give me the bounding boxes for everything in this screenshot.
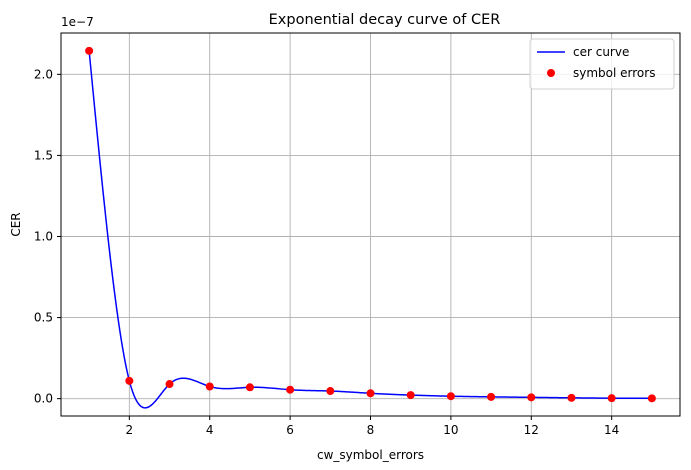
symbol-error-point [567, 393, 576, 402]
ticks: 2 4 6 8 10 12 14 0.0 0.5 1.0 1.5 2.0 [34, 67, 619, 437]
x-tick-label: 8 [367, 423, 375, 437]
chart-title: Exponential decay curve of CER [269, 12, 501, 28]
legend-point-swatch [547, 69, 555, 77]
symbol-error-point [647, 394, 656, 403]
y-tick-label: 0.5 [34, 311, 53, 325]
x-tick-label: 14 [604, 423, 619, 437]
y-tick-label: 2.0 [34, 67, 53, 81]
x-tick-label: 12 [524, 423, 539, 437]
symbol-error-point [406, 391, 415, 400]
symbol-error-point [286, 385, 295, 394]
symbol-error-point [125, 376, 134, 385]
symbol-error-point [527, 393, 536, 402]
legend: cer curve symbol errors [529, 38, 675, 90]
points-layer [85, 46, 656, 403]
x-tick-label: 4 [206, 423, 214, 437]
symbol-error-point [446, 392, 455, 401]
symbol-error-point [487, 392, 496, 401]
x-axis-label: cw_symbol_errors [317, 448, 424, 462]
symbol-error-point [85, 46, 94, 55]
symbol-error-point [205, 382, 214, 391]
y-tick-label: 1.5 [34, 148, 53, 162]
legend-label-cer-curve: cer curve [573, 45, 629, 59]
y-axis-label: CER [9, 212, 23, 236]
legend-box [529, 38, 675, 90]
legend-label-symbol-errors: symbol errors [573, 66, 655, 80]
y-tick-label: 1.0 [34, 229, 53, 243]
symbol-error-point [366, 389, 375, 398]
x-tick-label: 6 [286, 423, 294, 437]
x-tick-label: 10 [443, 423, 458, 437]
symbol-error-point [607, 394, 616, 403]
symbol-error-point [245, 383, 254, 392]
grid [61, 33, 680, 416]
x-tick-label: 2 [126, 423, 134, 437]
y-offset-text: 1e−7 [61, 15, 94, 29]
symbol-error-point [165, 380, 174, 389]
symbol-error-point [326, 387, 335, 396]
y-tick-label: 0.0 [34, 392, 53, 406]
